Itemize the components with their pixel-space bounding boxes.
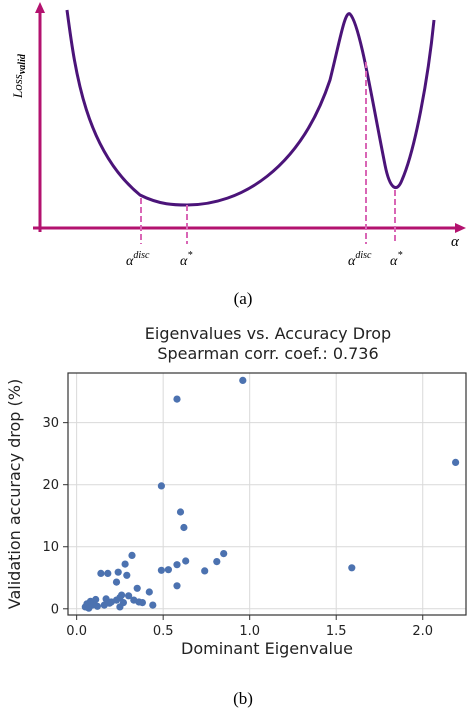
x-axis-label: Dominant Eigenvalue: [181, 639, 353, 658]
scatter-point: [104, 569, 112, 577]
scatter-point: [213, 558, 221, 566]
scatter-point: [173, 582, 181, 590]
x-ticks: 0.0 0.5 1.0 1.5 2.0: [66, 615, 433, 639]
scatter-chart: Eigenvalues vs. Accuracy Drop Spearman c…: [5, 324, 467, 708]
scatter-point: [138, 599, 146, 607]
scatter-point: [119, 599, 127, 607]
y-axis-arrowhead: [35, 2, 45, 13]
scatter-point: [145, 588, 153, 596]
scatter-point: [182, 557, 190, 565]
scatter-point: [176, 508, 185, 516]
scatter-point: [201, 567, 209, 575]
panel-b: Eigenvalues vs. Accuracy Drop Spearman c…: [0, 320, 468, 712]
scatter-point: [97, 569, 105, 577]
scatter-point: [125, 592, 133, 600]
scatter-point: [112, 578, 121, 586]
scatter-point: [123, 571, 131, 579]
marker-label-alpha-star-1: α*: [180, 250, 192, 269]
y-tick-label: 10: [42, 540, 59, 555]
x-tick-label: 0.0: [66, 624, 87, 639]
x-axis-label: α: [451, 234, 460, 250]
scatter-point: [118, 591, 126, 599]
y-tick-label: 30: [42, 416, 59, 431]
scatter-point: [128, 551, 136, 559]
data-points: [81, 376, 460, 612]
scatter-point: [452, 458, 460, 466]
panel-a-label: (a): [234, 289, 253, 308]
scatter-point: [173, 561, 181, 569]
chart-title: Eigenvalues vs. Accuracy Drop: [145, 324, 391, 343]
x-axis-arrowhead: [455, 223, 466, 233]
y-axis-label: Validation accuracy drop (%): [5, 379, 24, 609]
y-axis-label: Lossvalid: [10, 53, 28, 99]
scatter-point: [348, 564, 356, 572]
scatter-point: [157, 566, 165, 574]
panel-a: αdisc α* αdisc α* α Lossvalid (a): [0, 0, 468, 320]
chart-subtitle: Spearman corr. coef.: 0.736: [157, 344, 378, 363]
marker-label-alpha-disc-1: αdisc: [126, 250, 150, 269]
marker-label-alpha-star-2: α*: [390, 250, 402, 269]
loss-curve-chart: αdisc α* αdisc α* α Lossvalid (a): [10, 2, 466, 308]
loss-curve: [65, 9, 436, 207]
scatter-point: [164, 566, 172, 574]
panel-b-label: (b): [233, 689, 253, 708]
y-ticks: 0 10 20 30: [42, 416, 68, 617]
x-tick-label: 2.0: [412, 624, 433, 639]
scatter-point: [93, 602, 101, 610]
scatter-point: [149, 601, 157, 609]
scatter-point: [239, 376, 247, 384]
x-tick-label: 1.5: [326, 624, 347, 639]
x-tick-label: 0.5: [153, 624, 174, 639]
scatter-point: [121, 560, 129, 568]
scatter-point: [180, 523, 188, 532]
scatter-point: [157, 482, 165, 490]
scatter-point: [173, 395, 181, 403]
scatter-point: [92, 595, 100, 604]
y-tick-label: 0: [51, 602, 59, 617]
plot-frame: [67, 372, 467, 616]
marker-label-alpha-disc-2: αdisc: [348, 250, 372, 269]
scatter-point: [114, 568, 122, 576]
x-tick-label: 1.0: [239, 624, 260, 639]
grid: [68, 373, 466, 615]
y-tick-label: 20: [42, 478, 59, 493]
scatter-point: [133, 584, 141, 592]
scatter-point: [220, 550, 228, 558]
